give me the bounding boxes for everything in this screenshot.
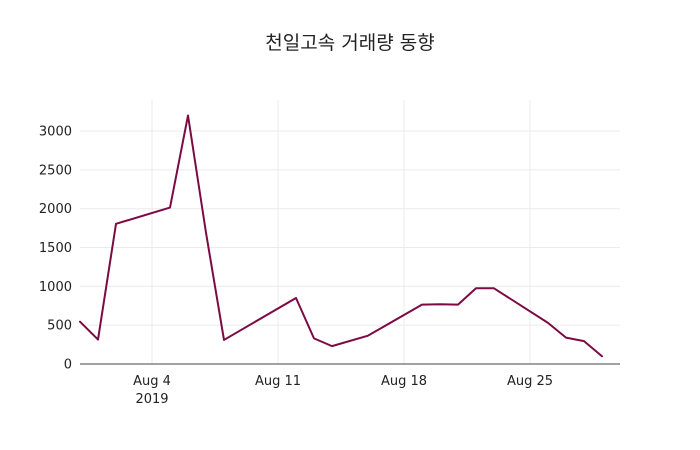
data-point[interactable] xyxy=(290,292,302,304)
x-tick-label: Aug 18 xyxy=(381,374,427,389)
series-layer xyxy=(74,110,608,362)
data-point[interactable] xyxy=(596,350,608,362)
data-point[interactable] xyxy=(218,334,230,346)
data-point[interactable] xyxy=(200,227,212,239)
data-point[interactable] xyxy=(308,332,320,344)
data-point[interactable] xyxy=(470,282,482,294)
data-point[interactable] xyxy=(74,316,86,328)
x-tick-label: Aug 25 xyxy=(507,374,553,389)
y-tick-label: 3000 xyxy=(39,125,72,140)
y-tick-label: 500 xyxy=(47,319,72,334)
y-tick-label: 1500 xyxy=(39,241,72,256)
data-point[interactable] xyxy=(578,335,590,347)
data-point[interactable] xyxy=(326,340,338,352)
data-point[interactable] xyxy=(542,317,554,329)
data-point[interactable] xyxy=(110,218,122,230)
y-tick-label: 0 xyxy=(64,358,72,373)
y-tick-label: 1000 xyxy=(39,280,72,295)
x-tick-label: Aug 11 xyxy=(255,374,301,389)
series-line xyxy=(79,114,603,358)
data-point[interactable] xyxy=(434,298,446,310)
data-point[interactable] xyxy=(488,282,500,294)
y-tick-label: 2500 xyxy=(39,163,72,178)
y-tick-label: 2000 xyxy=(39,202,72,217)
data-point[interactable] xyxy=(560,332,572,344)
data-point[interactable] xyxy=(362,330,374,342)
x-tick-label: Aug 4 xyxy=(133,374,171,389)
chart-title: 천일고속 거래량 동향 xyxy=(265,32,434,54)
x-tick-sublabel: 2019 xyxy=(135,392,168,407)
data-point[interactable] xyxy=(164,202,176,214)
data-point[interactable] xyxy=(182,110,194,122)
data-point[interactable] xyxy=(92,334,104,346)
axes: 0 500 1000 1500 2000 2500 3000 Aug 4 2019 Aug 11 A… xyxy=(39,125,620,407)
data-point[interactable] xyxy=(452,299,464,311)
data-point[interactable] xyxy=(416,299,428,311)
grid xyxy=(80,100,620,364)
